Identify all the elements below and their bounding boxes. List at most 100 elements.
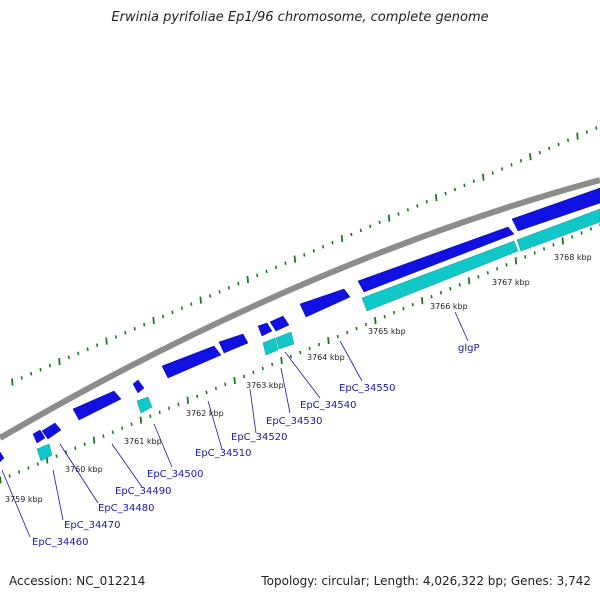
scale-minor-tick — [411, 302, 414, 307]
gene-label-epc-34500[interactable]: EpC_34500 — [147, 469, 203, 480]
scale-minor-tick — [585, 130, 588, 134]
scale-minor-tick — [177, 402, 180, 407]
scale-minor-tick — [571, 235, 574, 239]
gene-labels: EpC_34460 EpC_34470 EpC_34480 EpC_34490 … — [32, 343, 480, 548]
scale-minor-tick — [149, 414, 152, 418]
scale-minor-tick — [8, 474, 11, 478]
scale-minor-tick — [227, 286, 231, 290]
scale-major-tick — [0, 476, 2, 484]
scale-minor-tick — [406, 208, 409, 212]
scale-minor-tick — [224, 382, 227, 387]
scale-minor-tick — [331, 240, 334, 245]
scale-minor-tick — [453, 187, 457, 192]
gene-label-glgp[interactable]: glgP — [458, 343, 480, 354]
scale-minor-tick — [589, 227, 593, 231]
label-leader — [284, 351, 321, 399]
kbp-tick-labels: 3759 kbp 3760 kbp 3761 kbp 3762 kbp 3763… — [5, 253, 592, 504]
scale-minor-tick — [496, 267, 499, 271]
forward-gene — [41, 422, 62, 440]
scale-minor-tick — [242, 374, 246, 379]
label-leader — [59, 443, 99, 504]
label-leader — [52, 469, 64, 521]
scale-minor-tick — [218, 290, 221, 294]
scale-major-tick — [105, 337, 108, 345]
label-leader — [111, 443, 143, 488]
reverse-gene — [275, 331, 295, 350]
scale-major-tick — [92, 436, 96, 444]
scale-major-tick — [340, 235, 344, 243]
scale-minor-tick — [392, 310, 396, 315]
scale-major-tick — [233, 376, 236, 384]
scale-minor-tick — [397, 212, 400, 216]
outer-scale-dots — [11, 126, 598, 386]
scale-major-tick — [327, 336, 330, 345]
scale-minor-tick — [130, 422, 133, 426]
scale-minor-tick — [205, 390, 208, 395]
scale-minor-tick — [416, 204, 419, 208]
scale-minor-tick — [595, 126, 598, 130]
scale-minor-tick — [557, 142, 560, 147]
scale-major-tick — [152, 316, 155, 325]
scale-minor-tick — [289, 354, 293, 359]
scale-minor-tick — [402, 306, 405, 311]
label-leader — [153, 423, 173, 468]
scale-minor-tick — [369, 224, 372, 229]
gene-label-epc-34490[interactable]: EpC_34490 — [115, 486, 171, 497]
scale-minor-tick — [364, 322, 368, 327]
label-leader — [207, 400, 223, 450]
scale-minor-tick — [77, 351, 80, 356]
scale-minor-tick — [55, 454, 58, 458]
scale-minor-tick — [312, 249, 315, 253]
scale-minor-tick — [261, 366, 264, 371]
scale-minor-tick — [265, 269, 268, 274]
map-title: Erwinia pyrifoliae Ep1/96 chromosome, co… — [111, 10, 489, 25]
reverse-gene — [361, 240, 519, 312]
scale-major-tick — [576, 132, 579, 140]
gene-label-epc-34550[interactable]: EpC_34550 — [339, 383, 395, 394]
scale-minor-tick — [114, 335, 117, 339]
tick-label-3762: 3762 kbp — [186, 409, 224, 418]
scale-minor-tick — [378, 220, 381, 224]
forward-gene — [72, 390, 122, 421]
scale-minor-tick — [501, 167, 504, 171]
scale-minor-tick — [271, 362, 274, 367]
scale-minor-tick — [121, 426, 124, 430]
scale-minor-tick — [303, 253, 306, 257]
scale-minor-tick — [158, 410, 161, 415]
scale-minor-tick — [256, 273, 259, 278]
tick-label-3766: 3766 kbp — [430, 302, 468, 311]
gene-label-epc-34530[interactable]: EpC_34530 — [266, 416, 322, 427]
scale-major-tick — [58, 357, 61, 366]
scale-minor-tick — [317, 342, 321, 347]
scale-minor-tick — [30, 372, 33, 376]
scale-minor-tick — [274, 265, 278, 270]
scale-minor-tick — [425, 199, 428, 204]
inner-scale-dots — [0, 223, 600, 484]
gene-label-epc-34460[interactable]: EpC_34460 — [32, 537, 88, 548]
forward-gene — [218, 333, 249, 354]
gene-label-epc-34470[interactable]: EpC_34470 — [64, 520, 120, 531]
reverse-strand-genes — [36, 208, 600, 462]
scale-major-tick — [280, 356, 283, 365]
scale-major-tick — [246, 276, 249, 284]
scale-minor-tick — [102, 434, 105, 438]
forward-strand-genes — [0, 187, 600, 463]
scale-minor-tick — [39, 367, 42, 372]
forward-gene — [161, 345, 222, 379]
tick-label-3759: 3759 kbp — [5, 495, 43, 504]
scale-minor-tick — [190, 302, 193, 306]
gene-label-epc-34540[interactable]: EpC_34540 — [300, 400, 356, 411]
tick-label-3761: 3761 kbp — [124, 437, 162, 446]
scale-minor-tick — [538, 150, 541, 155]
forward-gene — [269, 315, 290, 332]
scale-minor-tick — [486, 271, 489, 275]
scale-minor-tick — [83, 442, 86, 446]
forward-gene — [257, 322, 273, 337]
label-leader — [1, 469, 31, 538]
scale-minor-tick — [458, 283, 461, 287]
gene-label-epc-34520[interactable]: EpC_34520 — [231, 432, 287, 443]
gene-label-epc-34480[interactable]: EpC_34480 — [98, 503, 154, 514]
scale-minor-tick — [542, 247, 546, 251]
gene-label-epc-34510[interactable]: EpC_34510 — [195, 448, 251, 459]
scale-major-tick — [467, 277, 471, 285]
